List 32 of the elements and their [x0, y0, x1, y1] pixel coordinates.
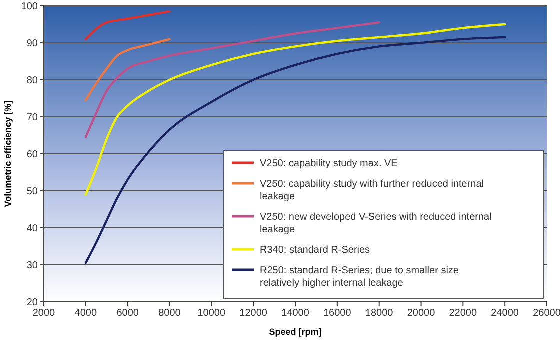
y-tick-label: 20 [26, 298, 38, 308]
x-tick-label: 4000 [74, 308, 98, 319]
y-tick-label: 60 [26, 150, 38, 160]
legend-label: V250: capability study max. VE [260, 158, 398, 170]
y-tick-label: 80 [26, 76, 38, 86]
x-axis-title: Speed [rpm] [269, 327, 322, 337]
line-series [84, 10, 171, 40]
x-tick-label: 2000 [32, 308, 56, 319]
y-tick-label: 30 [26, 260, 38, 272]
x-tick-label: 20000 [407, 308, 436, 319]
x-tick-label: 14000 [282, 308, 310, 319]
x-tick-label: 12000 [240, 308, 268, 319]
legend-label: V250: capability study with further reduced internal leakage [260, 179, 484, 202]
y-axis-title: Volumetric efficiency [%] [3, 100, 13, 208]
legend-label: R340: standard R-Series [260, 245, 370, 256]
line-series [84, 38, 171, 102]
x-tick-label: 6000 [116, 308, 140, 319]
x-tick-label: 22000 [449, 308, 478, 319]
legend-label: V250: new developed V-Series with reduced internal leakage [260, 212, 492, 236]
y-tick-label: 40 [26, 224, 38, 234]
y-tick-label: 90 [26, 38, 38, 50]
x-tick-label: 8000 [158, 308, 182, 319]
line-series [84, 22, 380, 138]
x-tick-label: 10000 [198, 308, 226, 319]
x-tick-label: 16000 [324, 308, 352, 319]
line-series [84, 36, 506, 264]
x-tick-label: 18000 [365, 308, 394, 319]
y-tick-label: 50 [26, 186, 38, 198]
y-tick-label: 100 [21, 2, 38, 12]
legend-label: R250: standard R-Series; due to smaller size relatively higher internal leakage [260, 266, 460, 289]
y-tick-label: 70 [26, 112, 38, 124]
x-tick-label: 24000 [491, 308, 520, 319]
